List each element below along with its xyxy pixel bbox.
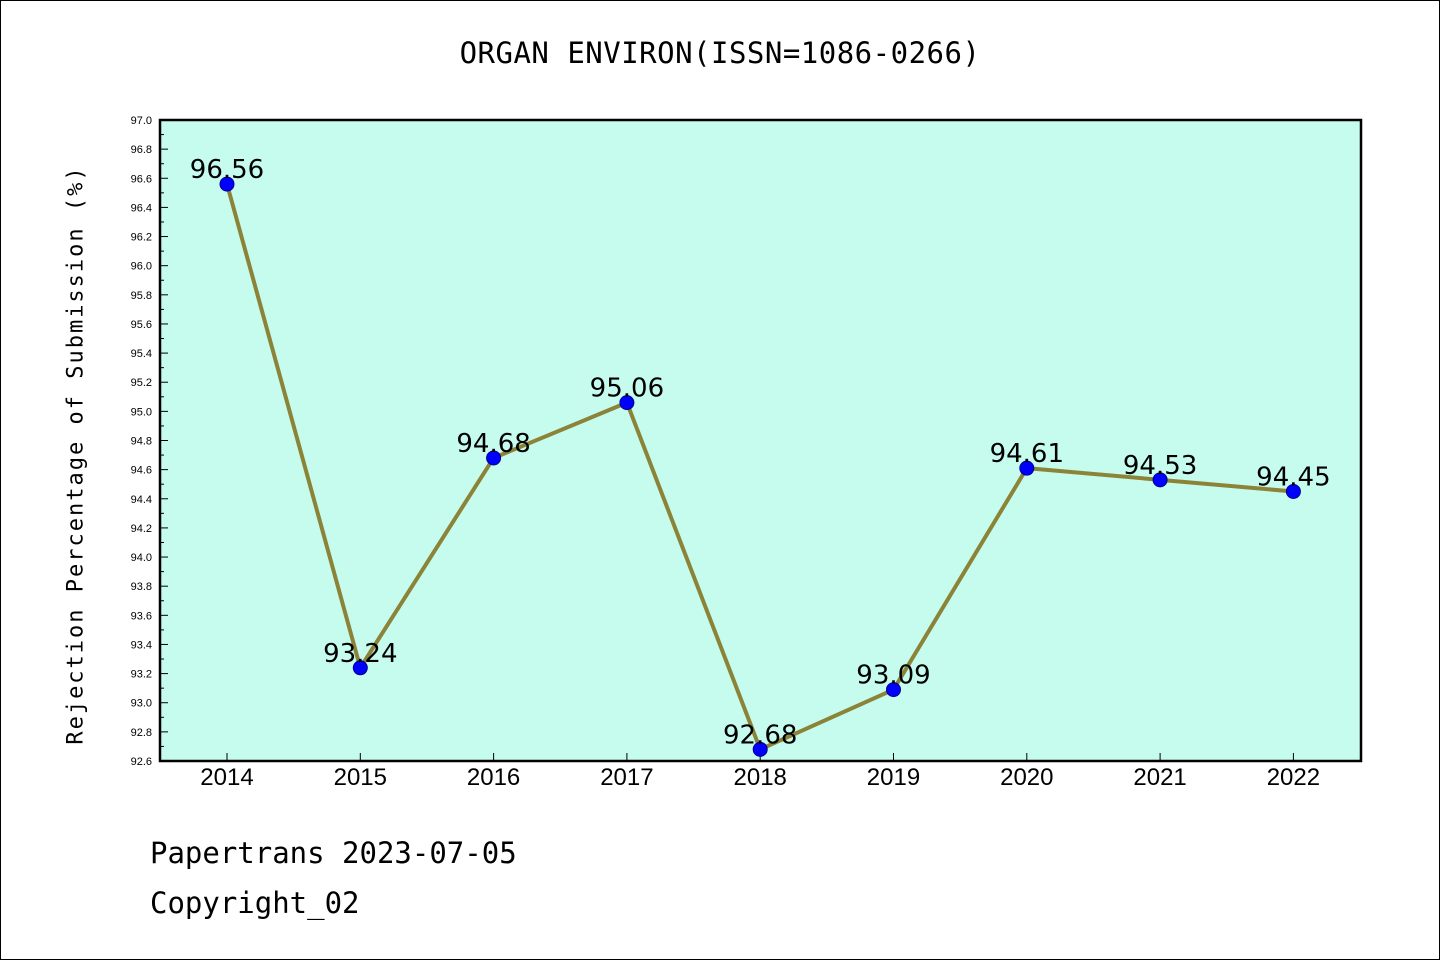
y-tick-label: 93.6 [131, 610, 152, 622]
x-tick-label: 2015 [334, 764, 387, 791]
x-tick-label: 2022 [1267, 764, 1320, 791]
footer-copyright: Copyright_02 [150, 886, 360, 920]
x-tick-label: 2021 [1133, 764, 1186, 791]
x-tick-label: 2019 [867, 764, 920, 791]
data-point [1285, 483, 1301, 499]
data-point [619, 395, 635, 411]
data-label: 94.45 [1256, 462, 1330, 492]
data-label: 95.06 [590, 374, 664, 404]
y-tick-label: 94.8 [131, 436, 152, 448]
data-point [1152, 472, 1168, 488]
y-tick-label: 93.2 [131, 669, 152, 681]
y-tick-label: 97.0 [131, 115, 152, 127]
data-label: 93.09 [856, 661, 930, 691]
y-tick-label: 92.6 [131, 756, 152, 768]
chart-title: ORGAN ENVIRON(ISSN=1086-0266) [459, 36, 981, 70]
data-point [752, 741, 768, 757]
y-tick-label: 95.4 [131, 348, 152, 360]
y-tick-label: 96.4 [131, 202, 152, 214]
y-tick-label: 93.0 [131, 698, 152, 710]
y-tick-label: 94.0 [131, 552, 152, 564]
x-tick-label: 2017 [600, 764, 653, 791]
x-tick-label: 2016 [467, 764, 520, 791]
x-tick-label: 2018 [734, 764, 787, 791]
data-point [219, 176, 235, 192]
data-label: 94.53 [1123, 451, 1197, 481]
y-tick-label: 93.4 [131, 639, 152, 651]
x-tick-label: 2020 [1000, 764, 1053, 791]
y-tick-label: 96.8 [131, 144, 152, 156]
data-point [1019, 460, 1035, 476]
data-label: 94.68 [456, 429, 530, 459]
y-tick-label: 95.6 [131, 319, 152, 331]
data-label: 96.56 [190, 155, 264, 185]
y-tick-label: 96.2 [131, 232, 152, 244]
y-tick-label: 96.6 [131, 173, 152, 185]
y-tick-label: 92.8 [131, 727, 152, 739]
data-point [486, 450, 502, 466]
footer-date: Papertrans 2023-07-05 [150, 836, 517, 870]
y-tick-label: 95.2 [131, 377, 152, 389]
data-label: 93.24 [323, 639, 397, 669]
data-label: 92.68 [723, 720, 797, 750]
y-tick-label: 95.0 [131, 406, 152, 418]
x-tick-label: 2014 [200, 764, 253, 791]
y-tick-label: 96.0 [131, 261, 152, 273]
y-tick-label: 95.8 [131, 290, 152, 302]
data-point [886, 682, 901, 698]
y-tick-label: 94.6 [131, 465, 152, 477]
y-tick-label: 94.2 [131, 523, 152, 535]
y-tick-label: 94.4 [131, 494, 152, 506]
plot-border [158, 118, 1363, 763]
data-label: 94.61 [990, 439, 1064, 469]
data-point [352, 660, 368, 676]
y-tick-label: 93.8 [131, 581, 152, 593]
plot-area [160, 120, 1361, 761]
